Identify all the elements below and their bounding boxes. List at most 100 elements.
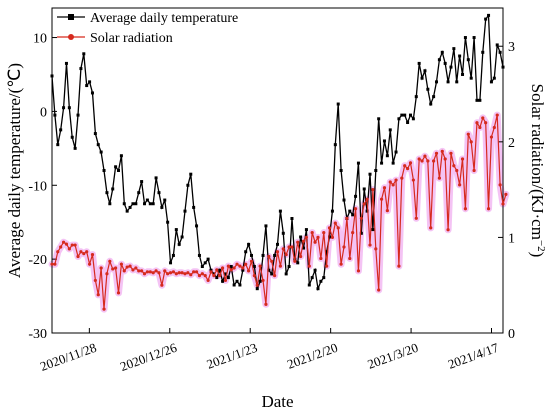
temperature-point — [126, 210, 129, 213]
radiation-point — [449, 152, 452, 155]
radiation-point — [276, 250, 279, 253]
radiation-point — [62, 241, 65, 244]
temperature-point — [105, 191, 108, 194]
radiation-point — [470, 140, 473, 143]
x-tick-label: 2020/11/28 — [38, 340, 98, 374]
temperature-point — [123, 202, 126, 205]
temperature-point — [65, 62, 68, 65]
radiation-point — [218, 274, 221, 277]
radiation-point — [287, 245, 290, 248]
radiation-point — [418, 157, 421, 160]
radiation-point — [438, 177, 441, 180]
radiation-point — [467, 133, 470, 136]
right-y-axis-title: Solar radiation/(KJ·cm−2) — [528, 84, 547, 258]
temperature-point — [354, 195, 357, 198]
temperature-point — [467, 58, 470, 61]
temperature-point — [111, 187, 114, 190]
temperature-point — [77, 114, 80, 117]
temperature-point — [449, 66, 452, 69]
temperature-point — [331, 210, 334, 213]
radiation-point — [146, 270, 149, 273]
temperature-point — [369, 173, 372, 176]
radiation-point — [180, 271, 183, 274]
temperature-point — [59, 128, 62, 131]
left-y-tick-label: -30 — [28, 327, 47, 342]
axes: 10 0 -10 -20 -30 0 1 2 3 2020/11/28 2020/12/26 2021… — [28, 8, 515, 374]
radiation-point — [441, 150, 444, 153]
radiation-point — [461, 157, 464, 160]
temperature-point — [53, 114, 56, 117]
temperature-point — [374, 169, 377, 172]
radiation-point — [282, 247, 285, 250]
radiation-point — [504, 193, 507, 196]
temperature-point — [233, 283, 236, 286]
temperature-point — [377, 117, 380, 120]
radiation-point — [446, 228, 449, 231]
radiation-point — [334, 221, 337, 224]
radiation-point — [235, 263, 238, 266]
radiation-point — [423, 155, 426, 158]
radiation-point — [241, 266, 244, 269]
temperature-point — [296, 261, 299, 264]
temperature-point — [97, 143, 100, 146]
temperature-point — [429, 103, 432, 106]
radiation-point — [53, 263, 56, 266]
temperature-point — [94, 132, 97, 135]
radiation-point — [117, 291, 120, 294]
radiation-point — [429, 226, 432, 229]
radiation-point — [79, 250, 82, 253]
temperature-point — [322, 276, 325, 279]
radiation-point — [207, 279, 210, 282]
radiation-point — [371, 188, 374, 191]
radiation-point — [253, 274, 256, 277]
radiation-point — [337, 226, 340, 229]
temperature-point — [441, 51, 444, 54]
temperature-point — [389, 128, 392, 131]
radiation-point — [88, 263, 91, 266]
radiation-point — [163, 269, 166, 272]
right-y-tick-label: 1 — [508, 231, 515, 246]
left-y-tick-label: -10 — [28, 179, 47, 194]
radiation-point — [65, 243, 68, 246]
radiation-point — [357, 269, 360, 272]
radiation-point — [215, 268, 218, 271]
radiation-point — [452, 164, 455, 167]
radiation-point — [389, 180, 392, 183]
temperature-point — [129, 206, 132, 209]
temperature-point — [432, 95, 435, 98]
right-y-axis-title-close: ) — [528, 252, 547, 258]
temperature-point — [461, 73, 464, 76]
temperature-point — [487, 14, 490, 17]
radiation-point — [91, 253, 94, 256]
left-y-tick-label: 10 — [33, 32, 47, 47]
radiation-point — [166, 272, 169, 275]
radiation-point — [131, 268, 134, 271]
temperature-point — [435, 80, 438, 83]
radiation-point — [380, 198, 383, 201]
x-tick-label: 2020/12/26 — [118, 340, 179, 375]
radiation-point — [152, 271, 155, 274]
radiation-point — [420, 159, 423, 162]
temperature-point — [155, 176, 158, 179]
radiation-point — [308, 264, 311, 267]
temperature-point — [82, 52, 85, 55]
temperature-point — [192, 206, 195, 209]
radiation-point — [259, 264, 262, 267]
radiation-point — [377, 288, 380, 291]
temperature-point — [204, 261, 207, 264]
legend-radiation-label: Solar radiation — [90, 31, 173, 46]
temperature-point — [264, 224, 267, 227]
temperature-point — [473, 36, 476, 39]
radiation-point — [195, 270, 198, 273]
temperature-point — [383, 139, 386, 142]
temperature-point — [290, 217, 293, 220]
radiation-point — [126, 265, 129, 268]
radiation-point — [348, 257, 351, 260]
temperature-point — [262, 254, 265, 257]
radiation-point — [290, 245, 293, 248]
left-y-tick-label: -20 — [28, 253, 47, 268]
radiation-point — [296, 241, 299, 244]
radiation-point — [244, 263, 247, 266]
temperature-point — [395, 151, 398, 154]
temperature-point — [215, 276, 218, 279]
